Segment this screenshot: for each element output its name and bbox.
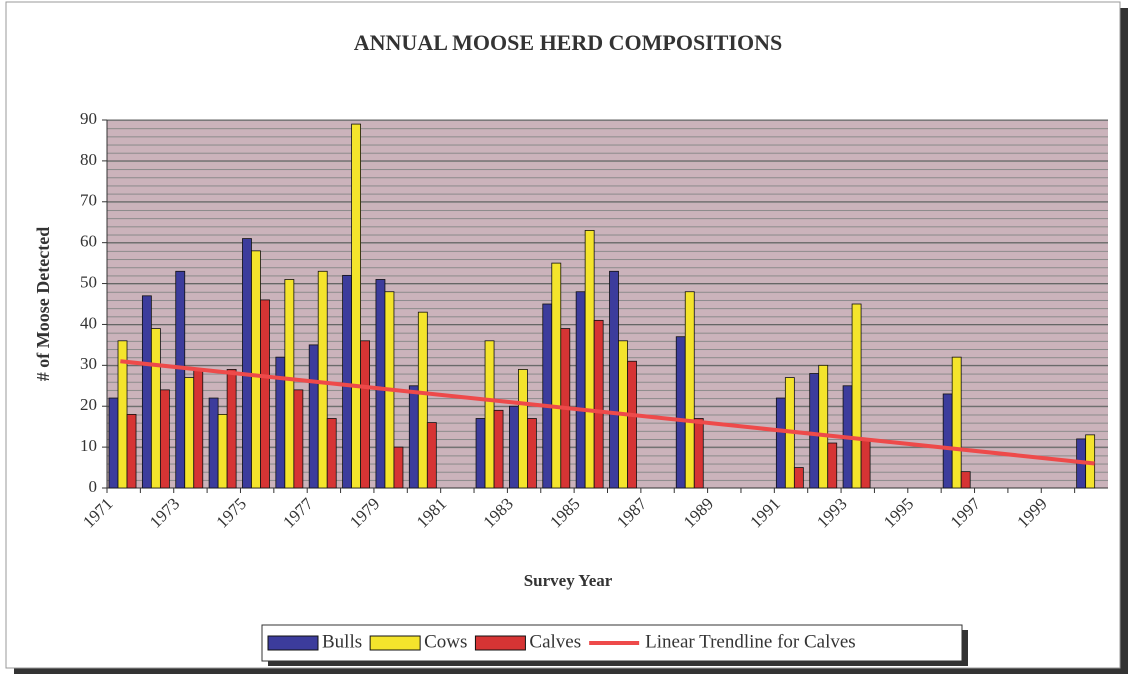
- legend-swatch: [267, 635, 319, 651]
- y-tick-label: 20: [80, 395, 97, 414]
- bar: [475, 418, 486, 489]
- bar: [408, 385, 419, 489]
- bar: [260, 299, 270, 489]
- bar: [527, 418, 537, 489]
- bar: [226, 369, 237, 489]
- y-tick-label: 40: [80, 313, 97, 332]
- y-tick-label: 30: [80, 354, 97, 373]
- bar: [942, 393, 953, 489]
- y-tick-label: 0: [89, 477, 98, 496]
- bar: [141, 295, 152, 489]
- bar: [342, 274, 352, 489]
- legend-label: Linear Trendline for Calves: [645, 631, 856, 652]
- bar: [584, 229, 595, 489]
- bar: [417, 311, 428, 489]
- bar: [293, 389, 304, 489]
- y-tick-label: 70: [80, 191, 97, 210]
- bar: [375, 279, 386, 489]
- bar: [317, 270, 328, 489]
- y-tick-label: 80: [80, 150, 97, 169]
- bar: [326, 418, 337, 489]
- bar: [108, 397, 119, 489]
- bar: [159, 389, 170, 489]
- legend-label: Bulls: [322, 631, 362, 652]
- bar: [775, 397, 786, 489]
- bar: [208, 397, 219, 489]
- bar: [793, 467, 804, 489]
- bar: [193, 369, 204, 489]
- bar: [960, 471, 971, 489]
- bar: [393, 446, 404, 489]
- bar: [851, 303, 862, 489]
- minor-grid: [107, 120, 1108, 488]
- x-axis-label: Survey Year: [524, 571, 613, 590]
- chart-title: ANNUAL MOOSE HERD COMPOSITIONS: [354, 30, 782, 55]
- y-tick-label: 50: [80, 272, 97, 291]
- bar: [351, 123, 361, 489]
- y-tick-label: 10: [80, 436, 97, 455]
- bar: [509, 405, 519, 489]
- bar: [693, 418, 704, 489]
- bar: [593, 319, 604, 489]
- bar: [518, 369, 528, 489]
- bar: [542, 303, 553, 489]
- legend-label: Calves: [529, 631, 581, 652]
- bar: [951, 356, 962, 489]
- bar: [150, 328, 161, 489]
- y-tick-label: 60: [80, 232, 97, 251]
- bar: [360, 340, 370, 489]
- bar: [675, 336, 686, 489]
- legend-label: Cows: [424, 631, 467, 652]
- bar: [242, 238, 252, 489]
- bar: [818, 364, 829, 489]
- bar: [827, 442, 838, 489]
- bar: [426, 422, 437, 489]
- legend-swatch: [474, 635, 526, 651]
- y-tick-label: 90: [80, 109, 97, 128]
- bar: [575, 291, 586, 489]
- bar: [609, 270, 619, 489]
- bar: [551, 262, 562, 489]
- bar: [217, 413, 228, 489]
- bar: [251, 250, 261, 489]
- bar: [308, 344, 319, 489]
- bar: [184, 377, 195, 489]
- bar: [284, 279, 295, 489]
- legend-swatch: [369, 635, 421, 651]
- bar: [175, 270, 186, 489]
- bar: [126, 413, 137, 489]
- trendline: [120, 359, 1095, 466]
- bar: [809, 373, 820, 489]
- bar: [493, 409, 504, 489]
- bar: [684, 291, 695, 489]
- bar: [484, 340, 495, 489]
- bar: [860, 438, 871, 489]
- bar: [627, 360, 637, 489]
- y-axis-label: # of Moose Detected: [33, 227, 53, 381]
